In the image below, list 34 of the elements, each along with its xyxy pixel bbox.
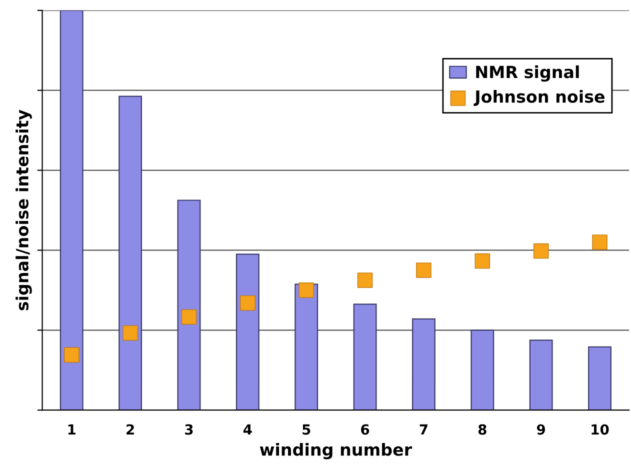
point	[592, 234, 608, 250]
point	[181, 309, 197, 325]
bar	[412, 318, 436, 410]
x-tick-label: 3	[185, 424, 193, 435]
x-tick-label: 7	[420, 424, 428, 435]
bar	[118, 96, 142, 410]
bar	[294, 284, 318, 410]
x-tick-label: 1	[68, 424, 76, 435]
bar	[588, 346, 612, 410]
point	[533, 243, 549, 259]
bar	[529, 340, 553, 410]
x-tick-label: 10	[592, 424, 609, 435]
legend-label: Johnson noise	[474, 90, 604, 106]
bar	[470, 330, 494, 410]
point	[357, 272, 373, 288]
y-axis-title: signal/noise intensity	[16, 110, 32, 310]
point	[298, 282, 314, 298]
point	[64, 347, 80, 363]
bar	[236, 254, 260, 410]
x-tick-label: 8	[478, 424, 486, 435]
point	[122, 325, 138, 341]
bar	[353, 304, 377, 410]
x-tick-label: 4	[243, 424, 252, 435]
bar	[177, 200, 201, 410]
x-tick-label: 5	[302, 424, 310, 435]
x-tick-label: 2	[126, 424, 134, 435]
bar	[60, 10, 84, 410]
x-tick-label: 6	[361, 424, 370, 435]
x-tick-label: 9	[536, 424, 546, 435]
legend-label: NMR signal	[476, 65, 579, 82]
x-axis-title: winding number	[260, 442, 412, 460]
point	[240, 295, 256, 311]
point	[416, 262, 432, 278]
point	[474, 253, 490, 269]
